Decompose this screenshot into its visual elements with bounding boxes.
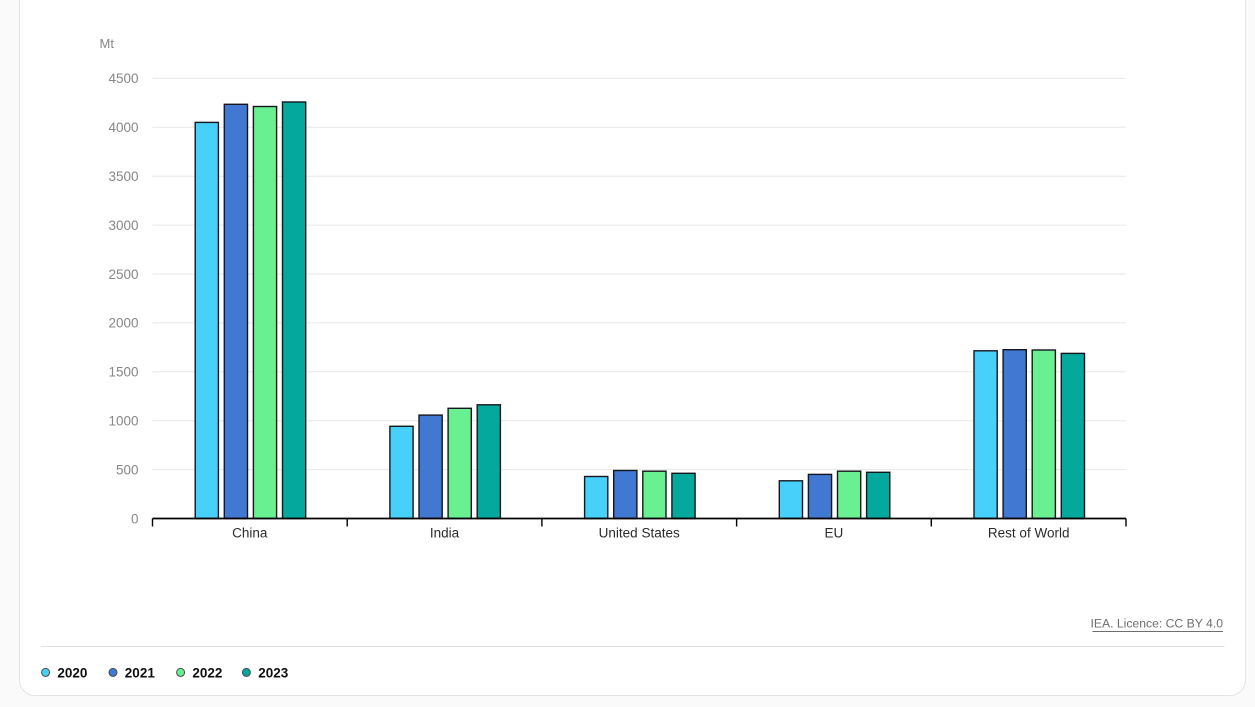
svg-text:1000: 1000	[108, 414, 138, 429]
svg-text:United States: United States	[599, 526, 680, 541]
svg-text:3000: 3000	[108, 218, 138, 233]
svg-text:Rest of World: Rest of World	[988, 526, 1070, 541]
svg-text:1500: 1500	[108, 365, 138, 380]
svg-text:2022: 2022	[192, 666, 222, 681]
svg-text:2023: 2023	[258, 666, 289, 681]
svg-text:0: 0	[131, 511, 139, 526]
svg-text:4000: 4000	[108, 120, 138, 135]
svg-text:EU: EU	[825, 526, 844, 541]
svg-text:China: China	[232, 526, 268, 541]
svg-text:2500: 2500	[108, 267, 138, 282]
svg-text:2021: 2021	[125, 666, 156, 681]
svg-text:500: 500	[116, 462, 139, 477]
svg-text:3500: 3500	[108, 169, 138, 184]
svg-text:2020: 2020	[57, 666, 87, 681]
svg-text:IEA. Licence: CC BY 4.0: IEA. Licence: CC BY 4.0	[1090, 617, 1223, 631]
svg-text:Mt: Mt	[100, 36, 115, 51]
svg-text:4500: 4500	[108, 71, 138, 86]
svg-text:2000: 2000	[108, 316, 138, 331]
svg-text:India: India	[430, 526, 460, 541]
